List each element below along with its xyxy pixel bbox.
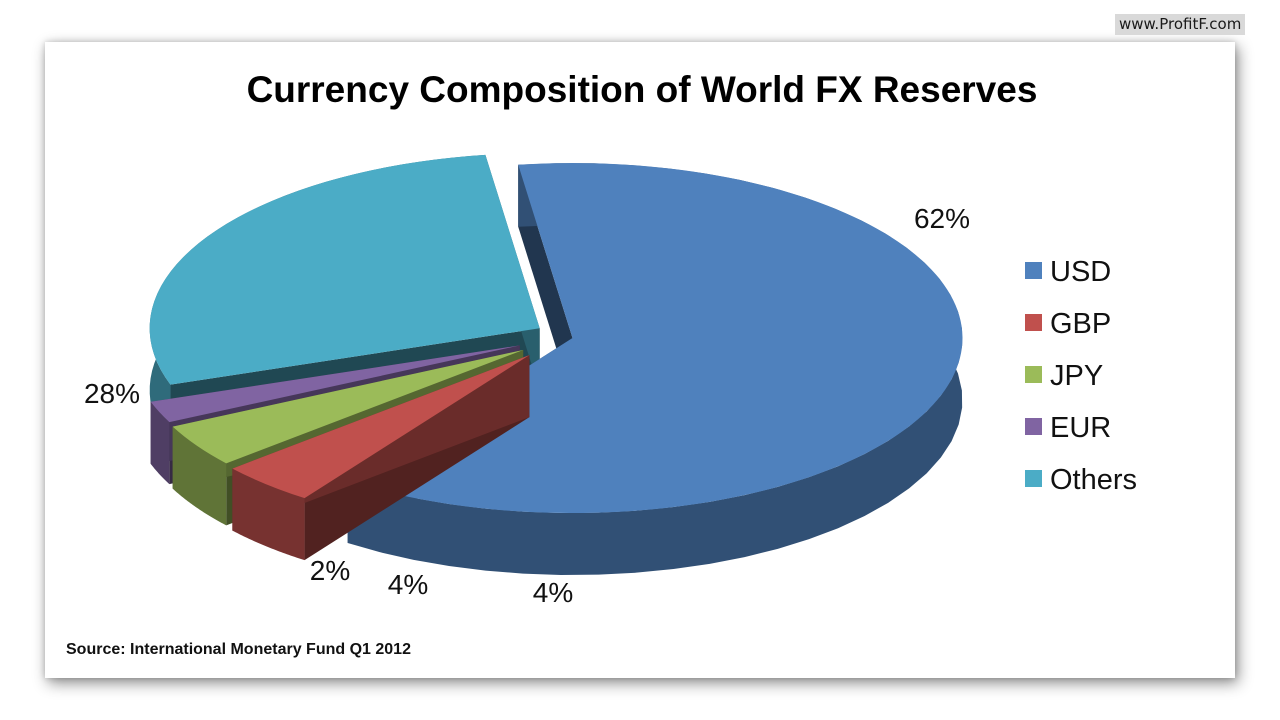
legend-label-others: Others <box>1050 464 1137 496</box>
data-label-jpy: 4% <box>388 569 428 600</box>
watermark-logo: www.ProfitF.com <box>1115 14 1246 35</box>
slice-top <box>149 154 540 385</box>
data-label-others: 28% <box>84 378 140 409</box>
slice-top <box>232 355 530 499</box>
legend: USD GBP JPY EUR Others <box>1025 256 1137 496</box>
legend-label-eur: EUR <box>1050 412 1111 444</box>
data-label-usd: 62% <box>914 203 970 234</box>
slice-rim <box>150 401 170 485</box>
data-labels: 62% 4% 4% 2% 28% <box>84 203 970 608</box>
slice-rim <box>347 163 963 575</box>
slice-cut-face <box>172 349 524 489</box>
data-label-gbp: 4% <box>533 577 573 608</box>
legend-label-jpy: JPY <box>1050 360 1103 392</box>
slice-gbp <box>232 355 530 561</box>
pie-slices <box>149 154 963 575</box>
legend-swatch-jpy <box>1025 366 1042 383</box>
legend-swatch-others <box>1025 470 1042 487</box>
slice-top <box>150 345 520 423</box>
legend-swatch-eur <box>1025 418 1042 435</box>
legend-label-gbp: GBP <box>1050 308 1111 340</box>
source-note: Source: International Monetary Fund Q1 2… <box>66 641 411 658</box>
slice-rim <box>232 468 305 561</box>
legend-swatch-usd <box>1025 262 1042 279</box>
slice-top <box>172 349 524 464</box>
legend-swatch-gbp <box>1025 314 1042 331</box>
data-label-eur: 2% <box>310 555 350 586</box>
chart-title: Currency Composition of World FX Reserve… <box>247 69 1038 110</box>
slice-rim <box>172 426 227 526</box>
legend-label-usd: USD <box>1050 256 1111 288</box>
